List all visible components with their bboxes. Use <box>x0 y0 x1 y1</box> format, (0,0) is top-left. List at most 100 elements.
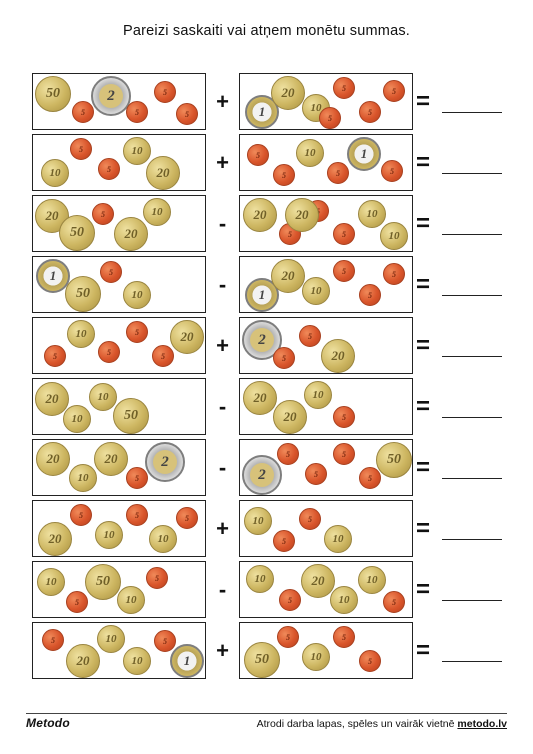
coin-20-cent-icon: 20 <box>146 156 180 190</box>
minus-sign: - <box>218 272 227 297</box>
answer-blank[interactable] <box>442 356 502 357</box>
coin-2-euro-icon: 2 <box>145 442 185 482</box>
coin-value-label: 10 <box>366 208 378 220</box>
coin-5-cent-icon: 5 <box>383 591 405 613</box>
coin-5-cent-icon: 5 <box>100 261 122 283</box>
coin-value-label: 10 <box>131 145 143 157</box>
coin-value-label: 20 <box>281 85 295 100</box>
coin-value-label: 5 <box>256 150 260 160</box>
coin-10-cent-icon: 10 <box>117 586 145 614</box>
coin-value-label: 10 <box>310 651 322 663</box>
coin-20-cent-icon: 20 <box>35 382 69 416</box>
answer-blank[interactable] <box>442 173 502 174</box>
right-coin-box: 1 20 10 5 5 5 <box>239 256 413 313</box>
equals-sign: = <box>416 576 431 603</box>
left-coin-box: 5 20 10 10 5 1 <box>32 622 206 679</box>
coin-value-label: 10 <box>131 289 143 301</box>
coin-value-label: 5 <box>79 510 83 520</box>
coin-value-label: 5 <box>336 168 340 178</box>
answer-blank[interactable] <box>442 417 502 418</box>
coin-20-cent-icon: 20 <box>66 644 100 678</box>
coin-value-label: 10 <box>103 529 115 541</box>
coin-value-label: 5 <box>342 229 346 239</box>
answer-blank[interactable] <box>442 661 502 662</box>
coin-10-cent-icon: 10 <box>37 568 65 596</box>
coin-2-euro-icon: 2 <box>91 76 131 116</box>
coin-value-label: 20 <box>45 208 59 223</box>
coin-50-cent-icon: 50 <box>113 398 149 434</box>
coin-10-cent-icon: 10 <box>63 405 91 433</box>
coin-10-cent-icon: 10 <box>41 159 69 187</box>
coin-10-cent-icon: 10 <box>324 525 352 553</box>
answer-blank[interactable] <box>442 234 502 235</box>
coin-5-cent-icon: 5 <box>273 164 295 186</box>
equals-sign: = <box>416 271 431 298</box>
coin-10-cent-icon: 10 <box>67 320 95 348</box>
coin-value-label: 20 <box>76 653 90 668</box>
coin-10-cent-icon: 10 <box>123 137 151 165</box>
answer-blank[interactable] <box>442 478 502 479</box>
coin-value-label: 20 <box>180 329 194 344</box>
coin-5-cent-icon: 5 <box>273 347 295 369</box>
right-coin-box: 1 20 10 5 5 5 5 <box>239 73 413 130</box>
exercise-row: 10 5 5 10 20 +5 5 10 5 1 5 = <box>32 134 502 191</box>
coin-value-label: 20 <box>311 573 325 588</box>
coin-value-label: 5 <box>368 656 372 666</box>
tagline-text: Atrodi darba lapas, spēles un vairāk vie… <box>256 718 458 730</box>
coin-50-cent-icon: 50 <box>244 642 280 678</box>
answer-blank[interactable] <box>442 295 502 296</box>
metodo-link[interactable]: metodo.lv <box>457 718 507 730</box>
coin-5-cent-icon: 5 <box>154 630 176 652</box>
coin-value-label: 10 <box>97 391 109 403</box>
coin-value-label: 20 <box>124 226 138 241</box>
coin-value-label: 5 <box>79 144 83 154</box>
coin-5-cent-icon: 5 <box>333 406 355 428</box>
footer-divider <box>26 713 507 714</box>
coin-5-cent-icon: 5 <box>279 589 301 611</box>
coin-1-euro-icon: 1 <box>245 278 279 312</box>
left-coin-box: 10 5 50 10 5 <box>32 561 206 618</box>
answer-blank[interactable] <box>442 112 502 113</box>
right-coin-box: 2 5 5 5 5 50 <box>239 439 413 496</box>
exercise-row: 10 5 50 10 5 - 10 5 20 10 10 5 = <box>32 561 502 618</box>
equals-sign: = <box>416 332 431 359</box>
equals-sign: = <box>416 393 431 420</box>
coin-value-label: 50 <box>387 452 401 467</box>
coin-value-label: 5 <box>368 290 372 300</box>
left-coin-box: 5 10 5 5 5 20 <box>32 317 206 374</box>
coin-value-label: 5 <box>282 170 286 180</box>
footer-tagline: Atrodi darba lapas, spēles un vairāk vie… <box>257 718 507 730</box>
answer-blank[interactable] <box>442 600 502 601</box>
coin-value-label: 20 <box>331 348 345 363</box>
coin-value-label: 2 <box>161 453 169 470</box>
coin-value-label: 50 <box>46 86 60 101</box>
coin-value-label: 5 <box>342 449 346 459</box>
metodo-logo[interactable]: Metodo <box>26 716 70 730</box>
plus-sign: + <box>216 516 229 541</box>
coin-5-cent-icon: 5 <box>72 101 94 123</box>
coin-5-cent-icon: 5 <box>126 467 148 489</box>
coin-20-cent-icon: 20 <box>243 198 277 232</box>
coin-value-label: 5 <box>286 632 290 642</box>
exercise-row: 20 10 20 5 2 - 2 5 5 5 5 50 = <box>32 439 502 496</box>
coin-value-label: 5 <box>282 536 286 546</box>
coin-value-label: 5 <box>163 87 167 97</box>
coin-10-cent-icon: 10 <box>143 198 171 226</box>
coin-10-cent-icon: 10 <box>304 381 332 409</box>
coin-50-cent-icon: 50 <box>85 564 121 600</box>
coin-1-euro-icon: 1 <box>347 137 381 171</box>
coin-20-cent-icon: 20 <box>285 198 319 232</box>
coin-value-label: 20 <box>156 165 170 180</box>
minus-sign: - <box>218 211 227 236</box>
answer-blank[interactable] <box>442 539 502 540</box>
coin-5-cent-icon: 5 <box>327 162 349 184</box>
coin-value-label: 10 <box>304 147 316 159</box>
coin-5-cent-icon: 5 <box>359 650 381 672</box>
coin-20-cent-icon: 20 <box>243 381 277 415</box>
exercise-row: 20 10 10 50 - 20 20 10 5 = <box>32 378 502 435</box>
coin-5-cent-icon: 5 <box>359 101 381 123</box>
coin-5-cent-icon: 5 <box>146 567 168 589</box>
coin-5-cent-icon: 5 <box>333 260 355 282</box>
coin-20-cent-icon: 20 <box>273 400 307 434</box>
